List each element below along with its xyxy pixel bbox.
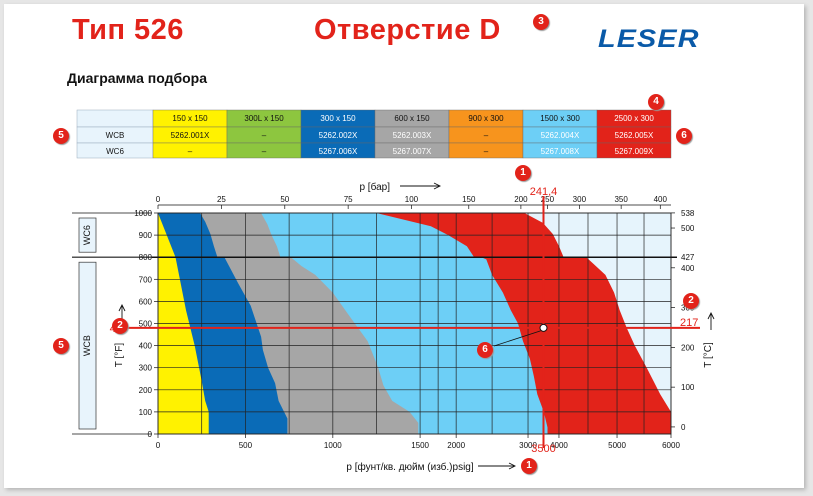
- table-cell: 5262.004X: [541, 131, 580, 140]
- x-bottom-arrow: [478, 462, 517, 470]
- y-right-tick-label: 500: [681, 224, 695, 233]
- callout-badge-chart-point: 6: [477, 342, 493, 358]
- y-left-tick-label: 900: [139, 231, 153, 240]
- table-col-header: 2500 x 300: [614, 114, 654, 123]
- table-col-header: 150 x 150: [172, 114, 208, 123]
- x-top-tick-label: 150: [462, 195, 476, 204]
- example-pressure-psig-label: 3500: [531, 443, 555, 455]
- callout-badge-top-axis: 1: [515, 165, 531, 181]
- y-right-tick-label: 100: [681, 383, 695, 392]
- y-left-tick-label: 400: [139, 342, 153, 351]
- x-bottom-tick-label: 4000: [550, 441, 568, 450]
- table-row-label: WC6: [106, 147, 124, 156]
- y-left-tick-label: 700: [139, 275, 153, 284]
- x-top-tick-label: 25: [217, 195, 226, 204]
- selection-point: [539, 323, 548, 332]
- table-cell: –: [484, 131, 489, 140]
- table-cell: 5262.003X: [393, 131, 432, 140]
- x-bottom-tick-label: 5000: [608, 441, 626, 450]
- x-top-tick-label: 200: [514, 195, 528, 204]
- callout-badge-table-left: 5: [53, 128, 69, 144]
- x-bottom-tick-label: 500: [239, 441, 253, 450]
- table-col-header: 900 x 300: [468, 114, 504, 123]
- callout-badge-table-top-right: 4: [648, 94, 664, 110]
- x-top-axis-label: p [бар]: [359, 181, 390, 193]
- callout-badge-right-axis: 2: [683, 293, 699, 309]
- type-title: Тип 526: [72, 14, 184, 46]
- x-bottom-tick-label: 6000: [662, 441, 680, 450]
- table-cell: 5267.006X: [319, 147, 358, 156]
- callout-badge-table-right: 6: [676, 128, 692, 144]
- selection-diagram-subtitle: Диаграмма подбора: [67, 70, 207, 86]
- x-bottom-tick-label: 2000: [447, 441, 465, 450]
- table-col-header: 1500 x 300: [540, 114, 580, 123]
- callout-badge-left-axis: 2: [112, 318, 128, 334]
- x-top-tick-label: 400: [654, 195, 668, 204]
- x-bottom-axis-label: p [фунт/кв. дюйм (изб.)psig]: [346, 461, 474, 473]
- table-col-header: 600 x 150: [394, 114, 430, 123]
- callout-badge-material-left: 5: [53, 338, 69, 354]
- y-left-tick-label: 0: [148, 430, 153, 439]
- x-top-tick-label: 50: [280, 195, 289, 204]
- x-top-tick-label: 300: [573, 195, 587, 204]
- x-bottom-tick-label: 1000: [324, 441, 342, 450]
- orifice-title: Отверстие D: [314, 14, 501, 46]
- selection-leader-line: [493, 330, 541, 347]
- y-left-tick-label: 100: [139, 408, 153, 417]
- x-bottom-tick-label: 3000: [519, 441, 537, 450]
- x-top-tick-label: 0: [156, 195, 161, 204]
- y-left-axis-label: T [°F]: [114, 343, 125, 368]
- example-temperature-c-label: 217: [680, 317, 698, 329]
- table-cell: 5262.001X: [171, 131, 210, 140]
- table-cell-bg: [596, 142, 672, 159]
- table-cell: 5262.005X: [615, 131, 654, 140]
- table-cell: –: [188, 147, 193, 156]
- y-left-tick-label: 300: [139, 364, 153, 373]
- table-cell: –: [484, 147, 489, 156]
- table-cell: 5267.007X: [393, 147, 432, 156]
- y-right-tick-label: 538: [681, 209, 695, 218]
- table-col-header: 300L x 150: [244, 114, 284, 123]
- table-cell: 5262.002X: [319, 131, 358, 140]
- material-label-wcb: WCB: [82, 335, 92, 356]
- table-cell: 5267.008X: [541, 147, 580, 156]
- table-cell: 5267.009X: [615, 147, 654, 156]
- x-bottom-tick-label: 1500: [411, 441, 429, 450]
- table-row-label: WCB: [106, 131, 125, 140]
- y-left-tick-label: 1000: [134, 209, 152, 218]
- material-box: [78, 217, 97, 253]
- y-left-tick-label: 500: [139, 320, 153, 329]
- table-cell: –: [262, 131, 267, 140]
- x-bottom-tick-label: 0: [156, 441, 161, 450]
- table-header-blank: [76, 109, 154, 128]
- callout-badge-bottom-axis: 1: [521, 458, 537, 474]
- y-right-axis-label: T [°C]: [703, 342, 714, 368]
- table-col-header: 300 x 150: [320, 114, 356, 123]
- leser-logo: LESER: [598, 25, 700, 53]
- x-top-arrow: [400, 182, 442, 190]
- x-top-tick-label: 100: [405, 195, 419, 204]
- x-top-tick-label: 250: [541, 195, 555, 204]
- x-top-tick-label: 75: [344, 195, 353, 204]
- y-left-tick-label: 200: [139, 386, 153, 395]
- example-pressure-bar-label: 241,4: [530, 186, 558, 198]
- y-right-tick-label: 200: [681, 343, 695, 352]
- y-right-tick-label: 400: [681, 264, 695, 273]
- y-right-arrow: [707, 311, 715, 330]
- table-cell: –: [262, 147, 267, 156]
- y-left-tick-label: 800: [139, 253, 153, 262]
- y-left-tick-label: 600: [139, 297, 153, 306]
- y-right-tick-label: 427: [681, 253, 695, 262]
- material-box: [78, 261, 97, 430]
- y-right-tick-label: 0: [681, 423, 686, 432]
- callout-badge-title: 3: [533, 14, 549, 30]
- material-label-wc6: WC6: [82, 225, 92, 245]
- x-top-tick-label: 350: [614, 195, 628, 204]
